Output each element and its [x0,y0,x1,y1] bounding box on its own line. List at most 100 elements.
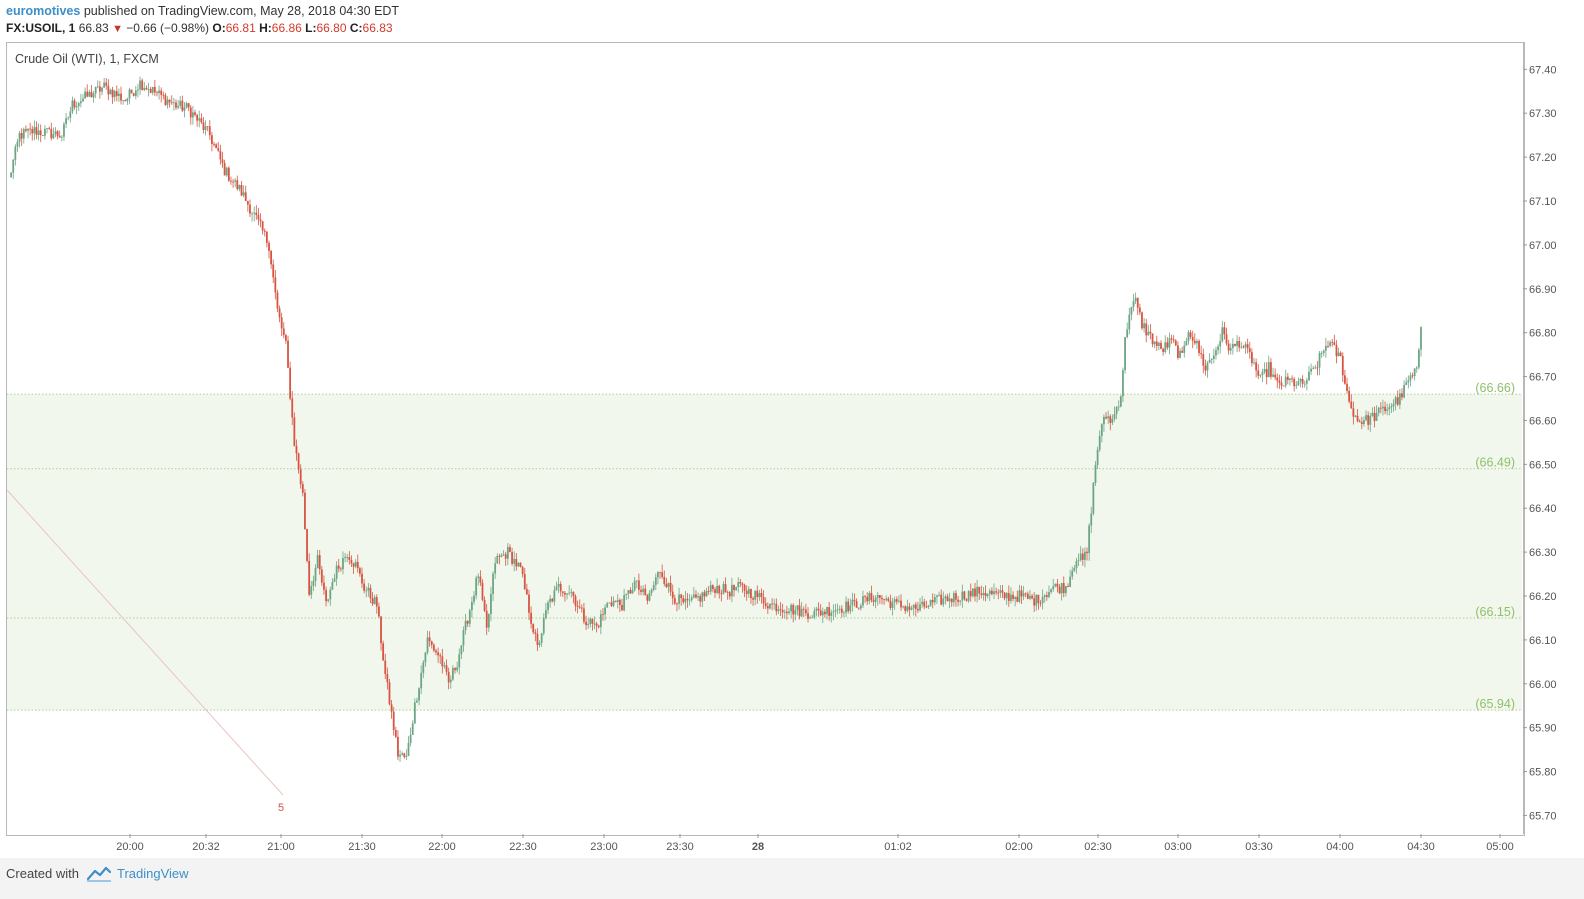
candle [828,601,831,621]
candle [747,585,750,598]
candle [697,592,699,602]
candle [289,361,292,401]
candle [356,554,359,573]
candle [352,562,355,574]
candle [206,126,209,132]
candle [1174,339,1177,347]
candle [874,595,877,609]
candle [358,566,361,577]
candle [413,698,416,725]
candle [1267,355,1270,378]
candle [1138,303,1141,316]
candle [661,564,664,579]
candle [849,598,852,615]
candle [369,584,372,603]
candle [921,595,924,608]
candle [976,579,979,603]
candle [397,730,399,761]
candle [878,595,881,604]
fib-levels: (66.66) (66.49) (66.15) (65.94) [7,381,1522,711]
candle [1196,338,1198,350]
candle [1069,569,1072,588]
candle [1257,364,1260,380]
tradingview-link[interactable]: TradingView [117,866,189,881]
candle [405,749,408,760]
candle [891,597,894,616]
candle [804,603,807,617]
candle [25,125,27,133]
candle [876,592,879,606]
candle [325,586,327,607]
candle [638,573,640,596]
candle [1358,419,1361,423]
candle [363,579,366,594]
candle [187,102,190,112]
candle [94,86,97,99]
candles [10,76,1422,762]
candle [1204,359,1207,376]
candle [616,594,619,609]
candle [270,249,273,269]
candle [980,585,983,599]
candle [663,570,666,587]
high-label: H: [259,21,272,35]
trend-line[interactable] [6,489,284,796]
candle [310,581,313,599]
candle [31,125,34,141]
candle [1187,330,1190,345]
candle [456,661,459,673]
candle [1075,557,1078,574]
candle [177,99,180,110]
candle [320,565,323,586]
candle [1318,350,1321,376]
candle [399,749,401,762]
candle [194,109,196,117]
candle [680,593,683,606]
candle [1382,399,1384,416]
author-link[interactable]: euromotives [6,4,81,18]
candle [386,667,389,690]
candle [1215,346,1217,360]
candle [208,120,211,140]
candle [946,593,949,602]
time-axis[interactable]: 20:00 20:32 21:00 21:30 22:00 22:30 23:00 23:30… [116,834,1514,853]
candle [699,593,702,607]
y-tick-label-17: 65.70 [1529,810,1557,822]
candle [1107,410,1110,424]
candle [555,581,558,591]
candle [1098,430,1101,452]
candle [1210,358,1213,365]
tradingview-logo-icon[interactable] [86,865,112,886]
candle [676,602,678,612]
candle [1005,592,1008,605]
candle [1149,323,1152,340]
candle [236,175,239,191]
candle [1297,377,1300,386]
candle [378,602,380,619]
candle [111,87,114,104]
candle [604,604,606,621]
chart-header: euromotives published on TradingView.com… [6,3,399,38]
candle [1236,335,1239,353]
candle [1360,416,1363,430]
candle [1060,583,1063,601]
candle [711,584,714,593]
candle [46,127,48,134]
candle [1272,367,1274,378]
candle [557,576,560,594]
candle [1240,342,1243,349]
fib-zones [7,394,1522,711]
candle [166,96,169,109]
candle [1208,353,1211,364]
candle [367,582,370,597]
candle [817,602,820,617]
x-tick-label-14: 04:00 [1326,841,1354,853]
candle [92,90,95,103]
candle [10,172,13,178]
candle [257,207,260,226]
x-tick-label-4: 22:00 [428,841,456,853]
candle [1337,347,1340,357]
candle [893,596,896,610]
price-axis[interactable]: 67.40 67.30 67.20 67.10 67.00 66.90 66.80 66.70… [1523,64,1557,822]
